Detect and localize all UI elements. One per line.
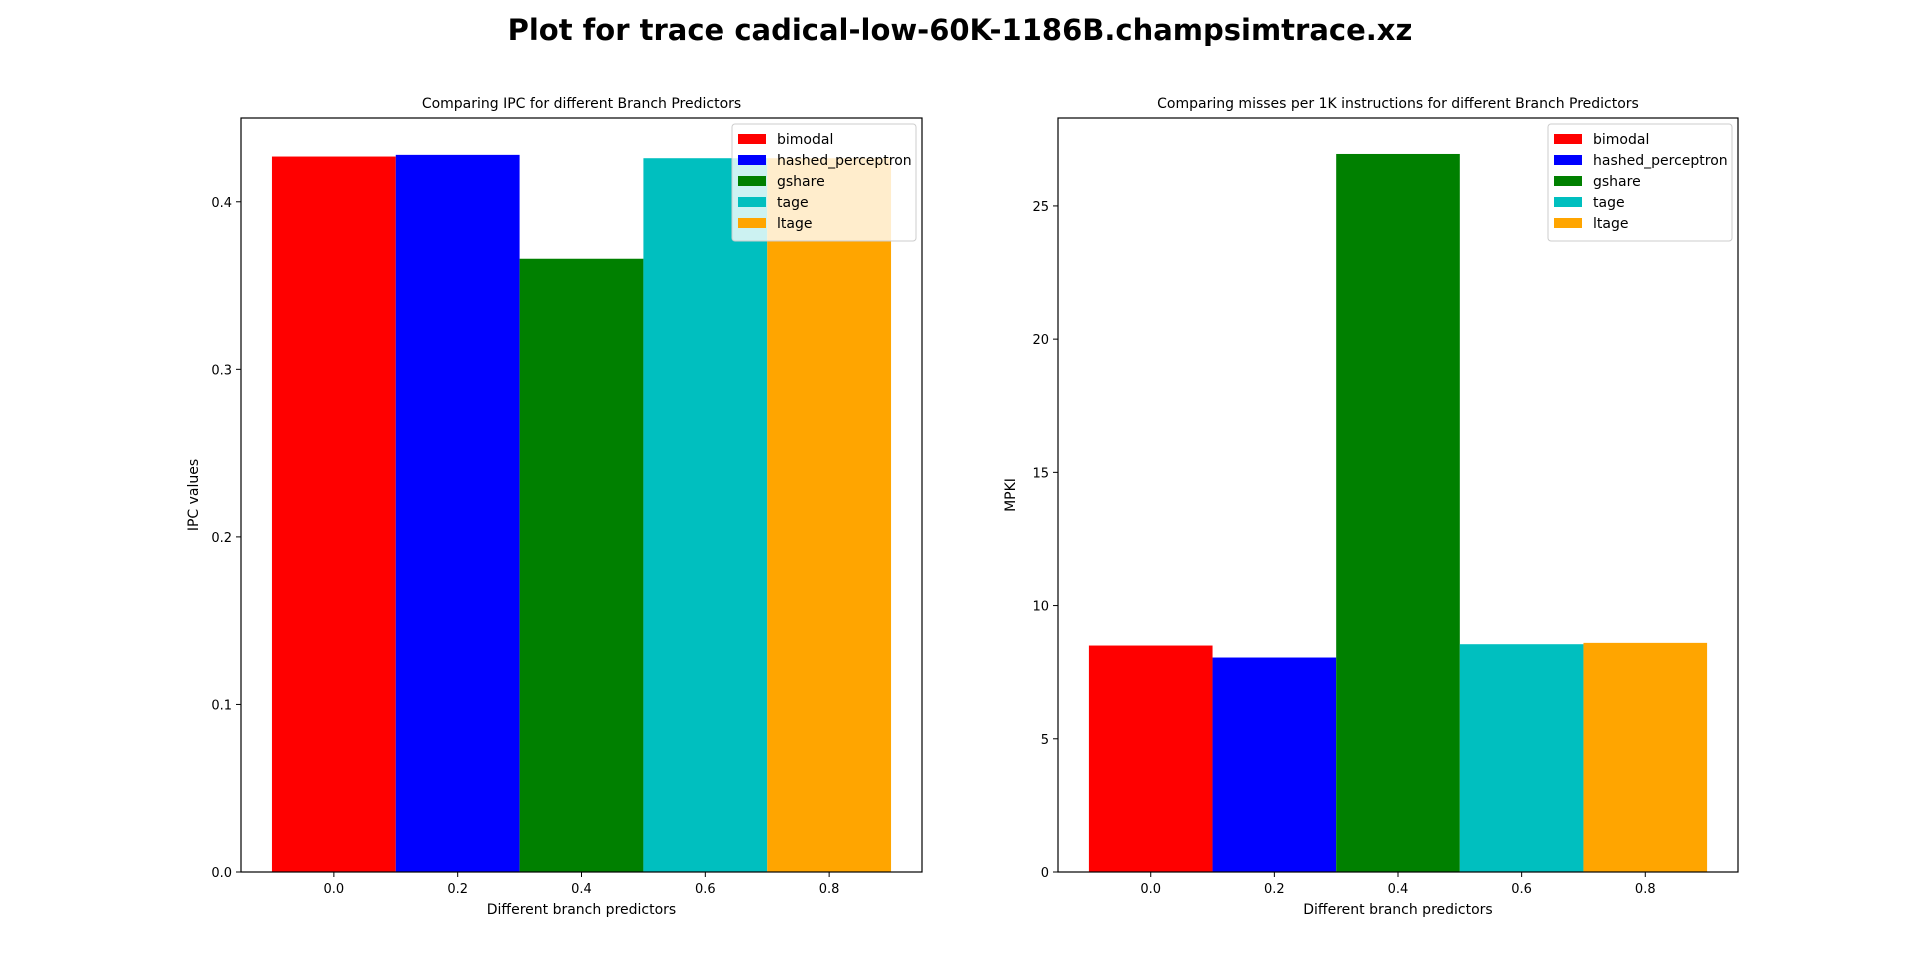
legend-swatch — [738, 176, 766, 186]
x-tick-label: 0.0 — [1140, 882, 1161, 897]
y-tick-label: 15 — [1032, 466, 1049, 481]
legend-box — [731, 123, 917, 242]
y-tick-label: 0 — [1041, 866, 1049, 881]
bar-hashed-perceptron — [395, 154, 520, 872]
legend-swatch — [738, 197, 766, 207]
x-axis-label: Different branch predictors — [1303, 902, 1492, 918]
legend-label: ltage — [777, 216, 812, 232]
chart-title: Comparing misses per 1K instructions for… — [1157, 96, 1639, 112]
ipc-chart: Comparing IPC for different Branch Predi… — [186, 96, 923, 918]
x-tick-label: 0.2 — [1264, 882, 1285, 897]
legend-swatch — [738, 155, 766, 165]
x-tick-label: 0.4 — [571, 882, 592, 897]
x-tick-label: 0.8 — [819, 882, 840, 897]
y-tick-label: 5 — [1041, 733, 1049, 748]
legend-swatch — [1554, 197, 1582, 207]
chart-title: Comparing IPC for different Branch Predi… — [422, 96, 741, 112]
legend-label: ltage — [1593, 216, 1628, 232]
bar-hashed-perceptron — [1212, 657, 1337, 872]
mpki-chart: Comparing misses per 1K instructions for… — [1003, 96, 1739, 918]
y-tick-label: 20 — [1032, 333, 1049, 348]
y-tick-label: 0.4 — [211, 196, 232, 211]
legend-box — [1547, 123, 1733, 242]
x-tick-label: 0.0 — [324, 882, 345, 897]
legend-label: bimodal — [1593, 132, 1649, 148]
legend-swatch — [1554, 134, 1582, 144]
y-axis-label: MPKI — [1003, 478, 1019, 512]
legend-label: hashed_perceptron — [1593, 153, 1728, 169]
x-tick-label: 0.6 — [1511, 882, 1532, 897]
bar-gshare — [519, 258, 644, 872]
y-tick-label: 25 — [1032, 200, 1049, 215]
figure-title: Plot for trace cadical-low-60K-1186B.cha… — [508, 13, 1413, 47]
y-tick-label: 0.0 — [211, 866, 232, 881]
y-tick-label: 10 — [1032, 600, 1049, 615]
x-tick-label: 0.6 — [695, 882, 716, 897]
legend-label: bimodal — [777, 132, 833, 148]
bar-tage — [1459, 644, 1584, 872]
legend-label: tage — [777, 195, 809, 211]
bar-ltage — [767, 158, 892, 873]
y-tick-label: 0.1 — [211, 698, 232, 713]
bar-bimodal — [271, 156, 396, 872]
y-axis-label: IPC values — [186, 459, 202, 531]
legend-swatch — [738, 218, 766, 228]
legend-label: hashed_perceptron — [777, 153, 912, 169]
x-axis-label: Different branch predictors — [487, 902, 676, 918]
legend-label: gshare — [1593, 174, 1641, 190]
x-tick-label: 0.4 — [1388, 882, 1409, 897]
legend-label: tage — [1593, 195, 1625, 211]
bar-bimodal — [1088, 645, 1213, 872]
y-tick-label: 0.3 — [211, 363, 232, 378]
x-tick-label: 0.8 — [1635, 882, 1656, 897]
x-tick-label: 0.2 — [447, 882, 468, 897]
bar-gshare — [1336, 153, 1460, 872]
legend-swatch — [1554, 176, 1582, 186]
legend-swatch — [1554, 155, 1582, 165]
y-tick-label: 0.2 — [211, 531, 232, 546]
bar-ltage — [1583, 642, 1708, 872]
bar-tage — [643, 158, 768, 873]
legend-swatch — [1554, 218, 1582, 228]
legend-swatch — [738, 134, 766, 144]
legend-label: gshare — [777, 174, 825, 190]
